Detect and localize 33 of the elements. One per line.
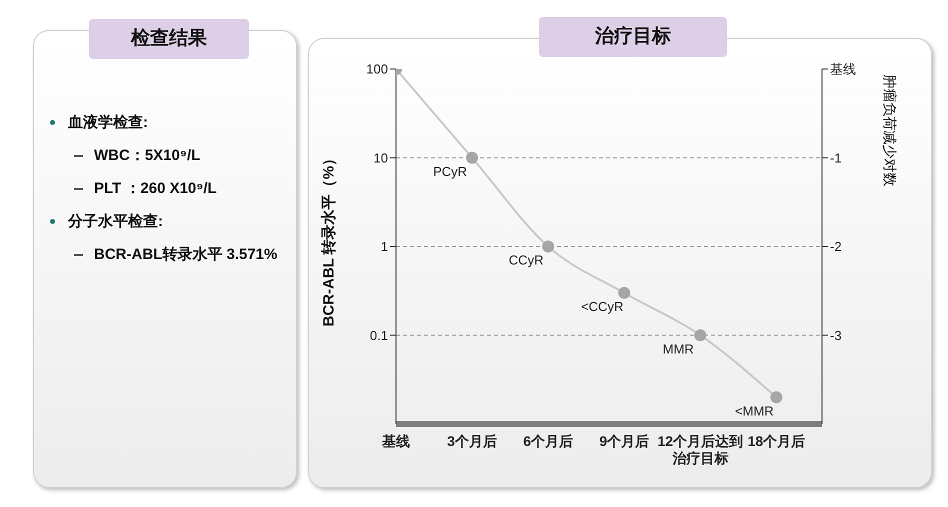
- chart-title: 治疗目标: [539, 17, 727, 57]
- text: WBC：5X10⁹/L: [94, 146, 202, 165]
- text: 血液学检查:: [68, 113, 149, 132]
- data-label: <MMR: [735, 403, 774, 418]
- point: [770, 391, 782, 404]
- data-label: MMR: [662, 341, 694, 356]
- x-tick-label: 3个月后: [447, 433, 497, 449]
- text: 分子水平检查:: [68, 212, 164, 231]
- y-axis-title: BCR-ABL 转录水平（%）: [320, 150, 338, 326]
- data-label: <CCyR: [581, 298, 624, 314]
- x-tick-label: 9个月后: [599, 433, 650, 449]
- y2-tick-label: -2: [830, 239, 842, 254]
- x-tick-label: 基线: [381, 433, 410, 449]
- data-label: CCyR: [508, 252, 544, 268]
- point: [694, 329, 706, 342]
- y-tick-label: 1: [380, 239, 388, 254]
- y2-tick-label: -3: [830, 328, 842, 343]
- text: 检查结果: [89, 19, 249, 59]
- y-tick-label: 0.1: [370, 328, 388, 343]
- x-tick-label: 18个月后: [748, 433, 806, 449]
- point: [542, 240, 554, 252]
- y-tick-label: 100: [366, 62, 388, 77]
- text: BCR-ABL转录水平 3.571%: [94, 245, 278, 264]
- data-label: PCyR: [433, 164, 468, 179]
- point: [466, 152, 478, 164]
- y2-tick-label: 基线: [830, 62, 856, 77]
- y2-tick-label: -1: [830, 150, 842, 166]
- y-tick-label: 10: [374, 150, 388, 166]
- x-tick-label: 6个月后: [523, 433, 574, 449]
- x-tick-label: 12个月后达到治疗目标: [657, 433, 744, 466]
- text: PLT ：260 X10⁹/L: [94, 179, 218, 198]
- y2-axis-title: 肿瘤负荷减少对数: [882, 74, 898, 186]
- point: [618, 286, 630, 299]
